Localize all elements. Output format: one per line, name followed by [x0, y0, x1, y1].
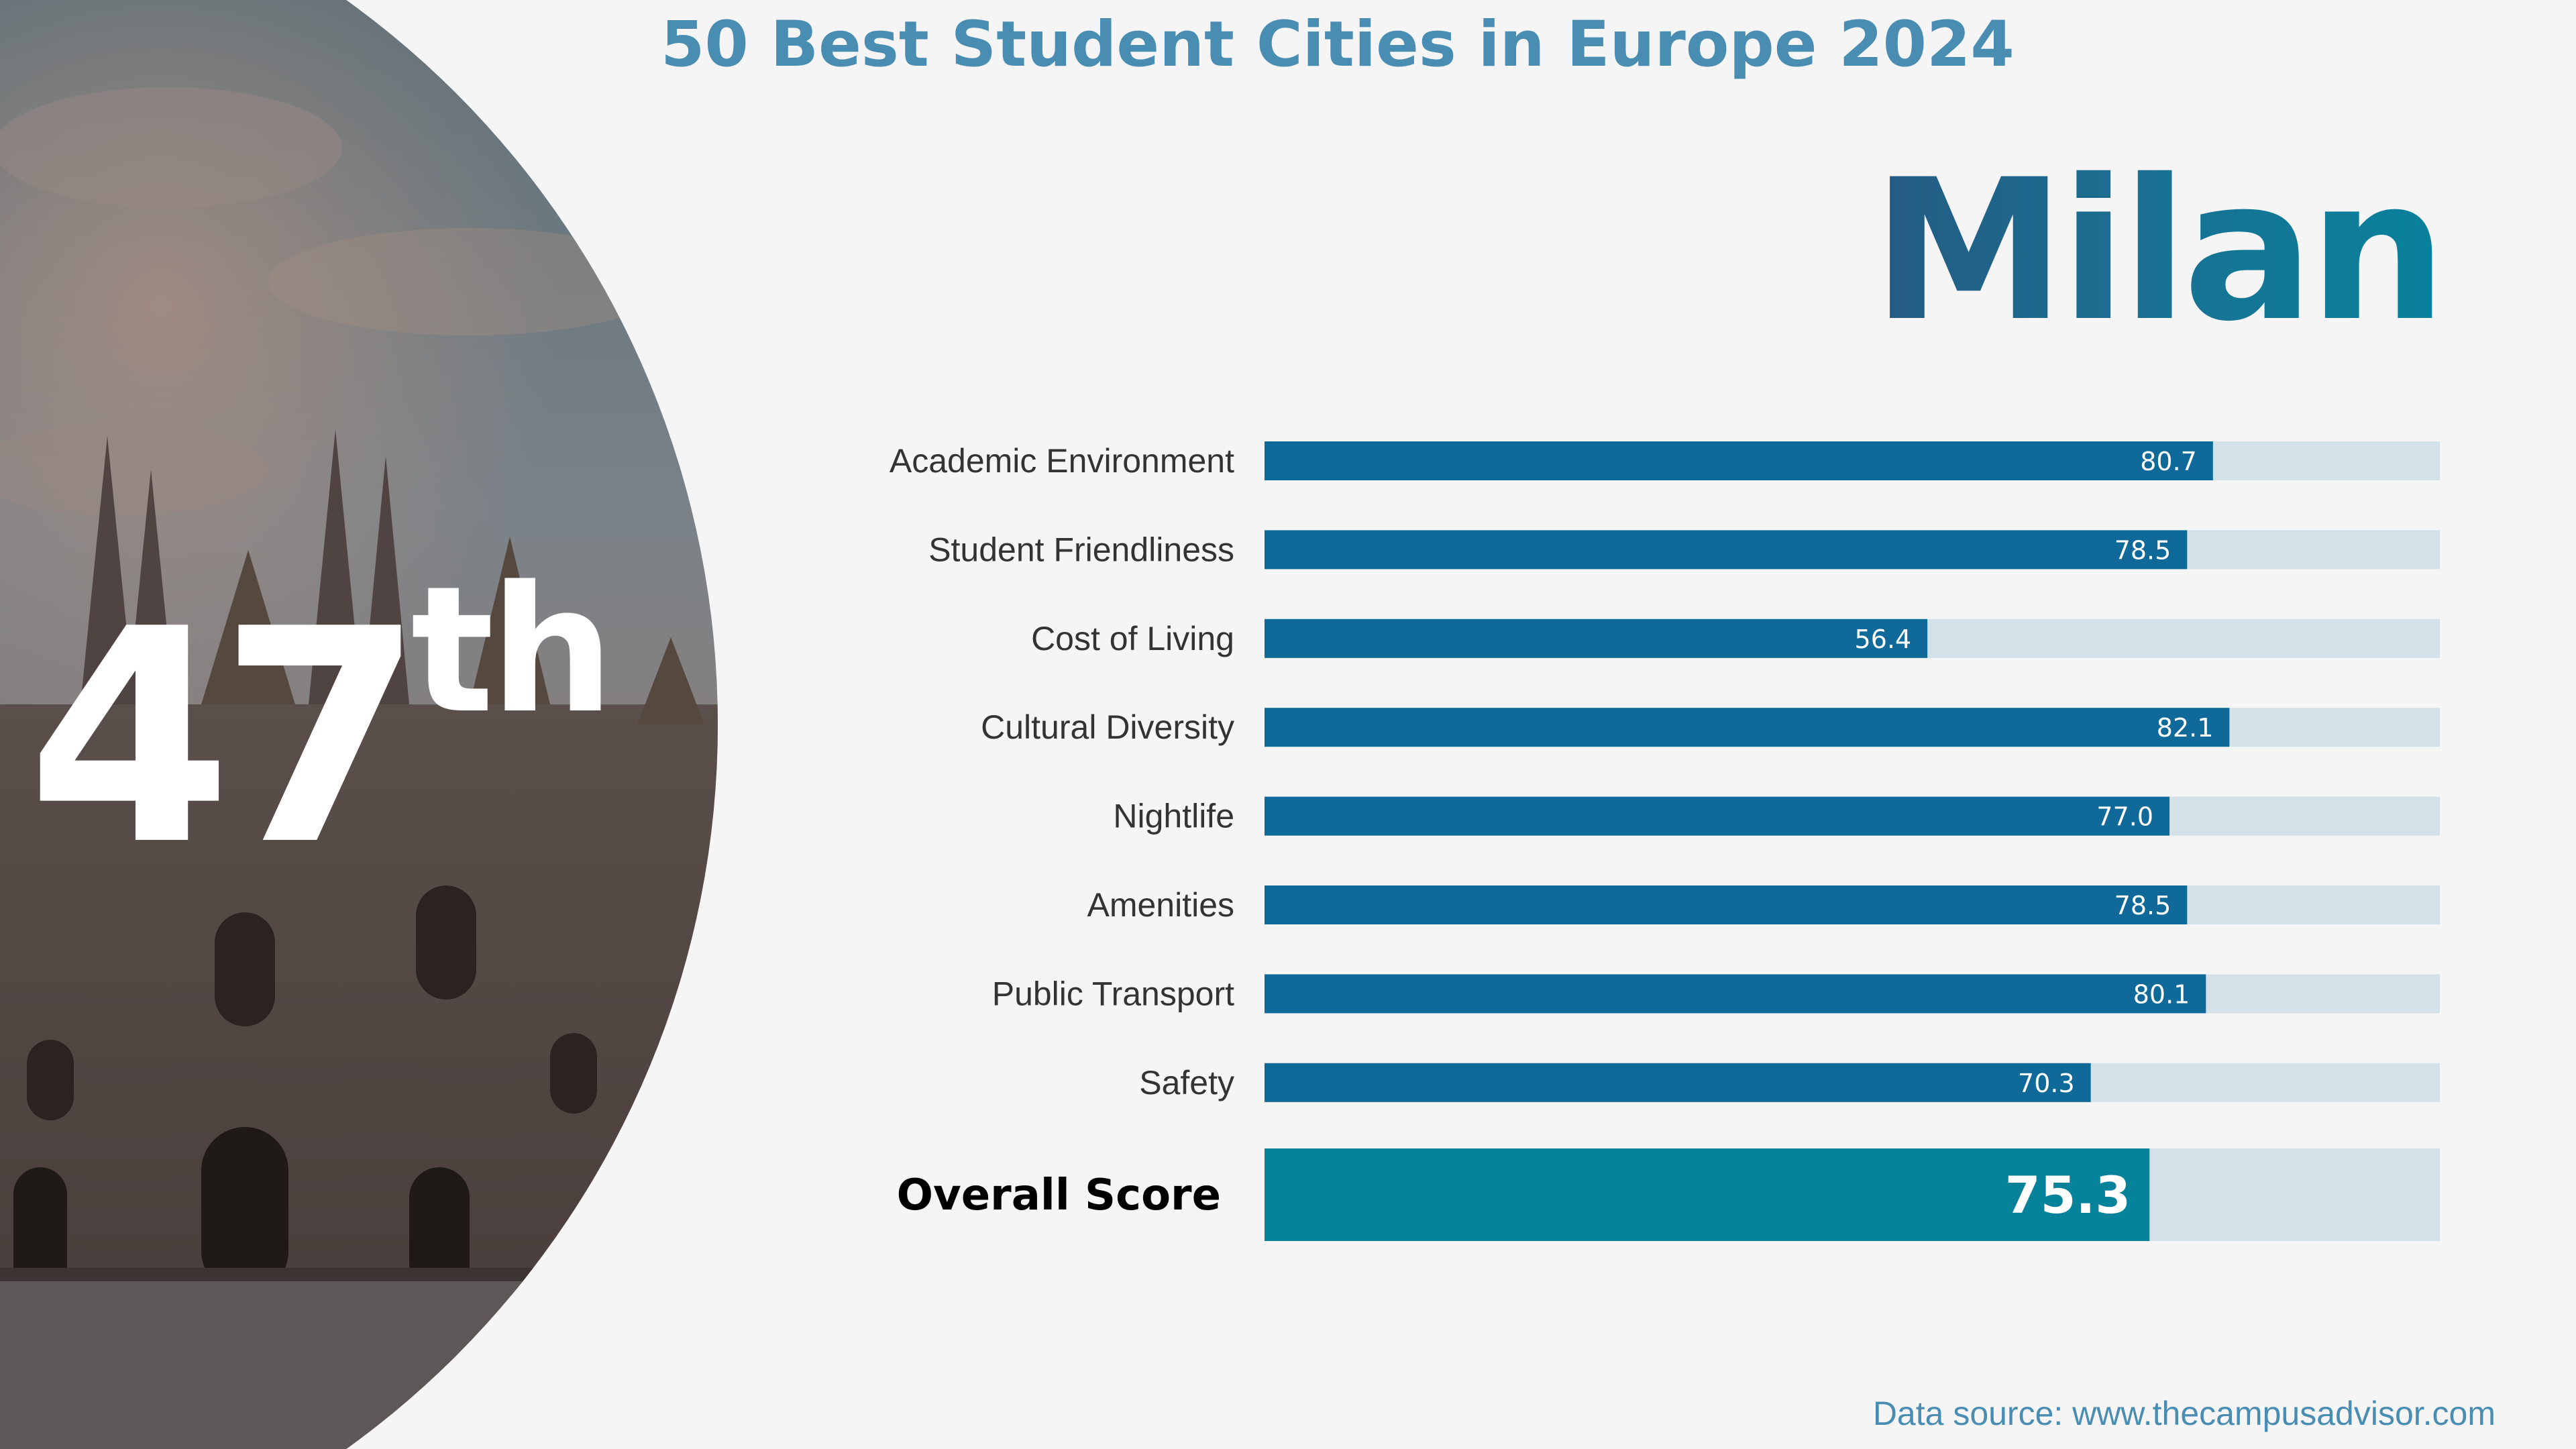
overall-score-label: Overall Score [897, 1171, 1221, 1220]
category-label: Student Friendliness [928, 531, 1234, 568]
bar [1265, 974, 2206, 1014]
category-label: Cost of Living [1031, 620, 1234, 657]
data-source: Data source: www.thecampusadvisor.com [1872, 1395, 2496, 1432]
value-label: 77.0 [2096, 802, 2153, 832]
value-label: 82.1 [2157, 713, 2214, 743]
bar [1265, 708, 2230, 747]
overall-bar [1265, 1148, 2150, 1241]
bar [1265, 441, 2213, 480]
overall-score-value: 75.3 [2005, 1165, 2131, 1225]
page-title: 50 Best Student Cities in Europe 2024 [661, 8, 2015, 81]
bar [1265, 530, 2188, 570]
bar [1265, 619, 1928, 658]
bar [1265, 1063, 2091, 1102]
value-label: 56.4 [1855, 625, 1912, 654]
rank-number: 47 [27, 566, 424, 910]
category-label: Public Transport [992, 975, 1234, 1012]
category-label: Safety [1139, 1064, 1234, 1102]
value-label: 78.5 [2114, 891, 2171, 920]
rank-suffix: th [411, 549, 614, 752]
value-label: 70.3 [2018, 1069, 2075, 1098]
category-label: Academic Environment [890, 442, 1234, 480]
value-label: 78.5 [2114, 535, 2171, 565]
category-label: Nightlife [1113, 798, 1234, 835]
rank-badge: 47th [27, 564, 614, 885]
city-name: Milan [1872, 138, 2447, 364]
bar [1265, 885, 2188, 924]
category-label: Amenities [1087, 886, 1234, 924]
category-label: Cultural Diversity [981, 708, 1234, 746]
value-label: 80.7 [2140, 447, 2197, 476]
bar [1265, 796, 2170, 836]
value-label: 80.1 [2133, 979, 2190, 1009]
